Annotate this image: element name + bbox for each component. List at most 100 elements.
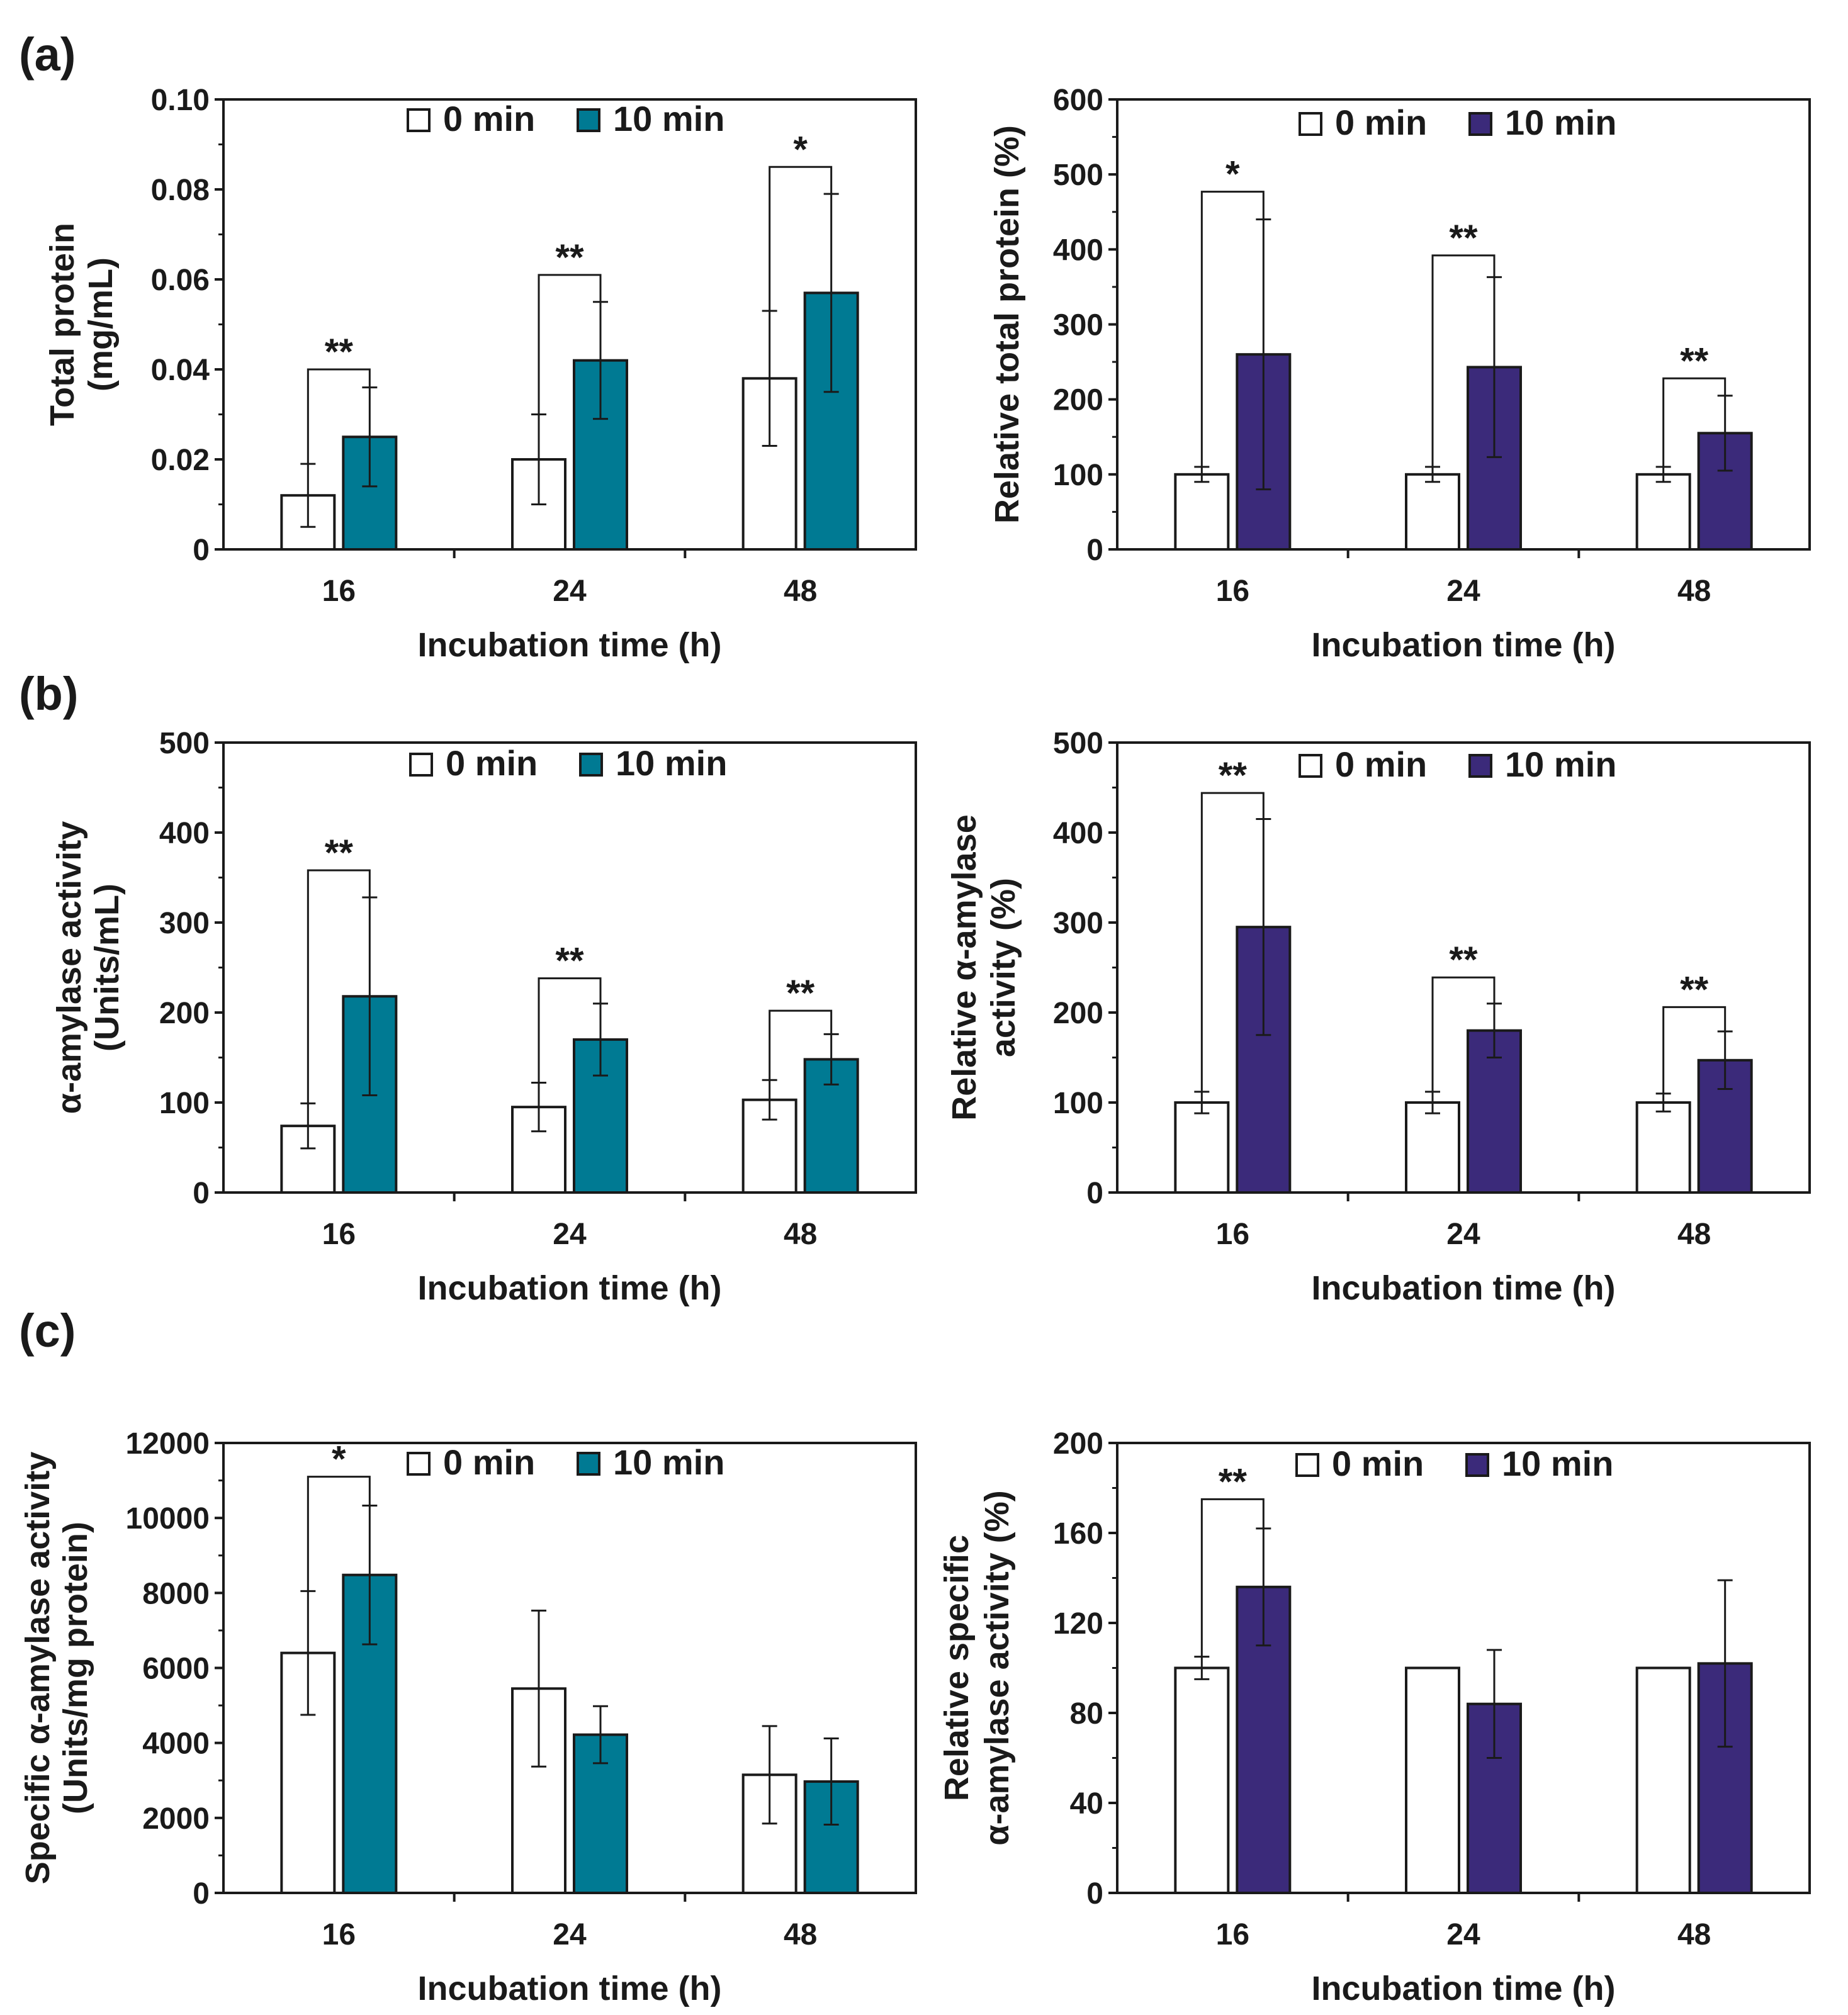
- panel2-bar-0min-48: [1635, 473, 1691, 551]
- panel2-bar-0min-24: [1405, 473, 1460, 551]
- panel5-y-axis-label: Specific α-amylase activity: [19, 1452, 57, 1885]
- panel2-x-tick-label: 16: [1216, 575, 1249, 608]
- panel5-panel-label: (c): [19, 1305, 76, 1357]
- panel5-legend-swatch-0min: [407, 1452, 431, 1476]
- panel2-x-tick-label: 24: [1446, 575, 1480, 608]
- panel3-y-tick-label: 100: [159, 1087, 210, 1120]
- panel6-legend-swatch-10min: [1465, 1453, 1489, 1477]
- panel5-y-tick-label: 12000: [126, 1427, 210, 1461]
- panel6-legend-label-0min: 0 min: [1332, 1444, 1424, 1483]
- panel2-y-tick-label: 200: [1053, 384, 1103, 417]
- panel2-bar-0min-16: [1174, 473, 1230, 551]
- panel4-bar-0min-24: [1405, 1101, 1460, 1194]
- panel2-legend-swatch-10min: [1468, 112, 1492, 136]
- panel3-panel-label: (b): [19, 668, 79, 720]
- panel1-legend-label-0min: 0 min: [443, 99, 535, 138]
- panel6-legend-swatch-0min: [1295, 1453, 1319, 1477]
- panel6-x-tick-label: 24: [1446, 1918, 1480, 1951]
- panel3-legend-swatch-10min: [579, 753, 603, 777]
- panel3-legend-swatch-0min: [409, 753, 433, 777]
- panel3-y-axis-label: (Units/mL): [88, 884, 126, 1052]
- panel4-significance-bracket: [1662, 1006, 1727, 1094]
- panel4-y-tick-label: 200: [1053, 997, 1103, 1030]
- panel3-significance-bracket: [307, 869, 371, 1104]
- panel3-x-axis-label: Incubation time (h): [418, 1269, 722, 1307]
- panel2-significance-label: *: [1225, 154, 1240, 195]
- panel6-y-tick-label: 120: [1053, 1607, 1103, 1641]
- panel1-y-axis-label: Total protein: [43, 223, 81, 426]
- panel2-legend-label-0min: 0 min: [1335, 103, 1427, 142]
- panel3-y-tick-label: 0: [193, 1177, 210, 1210]
- panel5-y-tick-label: 10000: [126, 1502, 210, 1535]
- panel2-legend-label-10min: 10 min: [1505, 103, 1616, 142]
- panel4-legend-swatch-10min: [1468, 754, 1492, 778]
- panel4-bar-0min-48: [1635, 1101, 1691, 1194]
- panel6-y-axis-label: Relative specific: [938, 1535, 976, 1801]
- panel3-legend-label-0min: 0 min: [446, 743, 538, 783]
- panel3-x-tick-label: 24: [553, 1218, 587, 1251]
- panel1-y-tick-label: 0.02: [151, 444, 210, 477]
- panel3-x-tick-label: 48: [784, 1218, 817, 1251]
- panel3-x-tick-label: 16: [322, 1218, 356, 1251]
- panel2-significance-bracket: [1662, 377, 1727, 467]
- panel6-x-tick-label: 48: [1677, 1918, 1711, 1951]
- panel6-bar-0min-48: [1635, 1666, 1691, 1894]
- panel3-y-tick-label: 400: [159, 817, 210, 850]
- panel2-y-axis-label: Relative total protein (%): [988, 125, 1026, 524]
- panel3-significance-label: **: [325, 833, 354, 873]
- panel1-legend-swatch-10min: [577, 108, 600, 132]
- panel2-y-tick-label: 100: [1053, 459, 1103, 492]
- panel3-y-tick-label: 200: [159, 997, 210, 1030]
- panel6-y-axis-label: α-amylase activity (%): [978, 1490, 1016, 1845]
- panel4-y-tick-label: 300: [1053, 907, 1103, 940]
- panel1-y-axis-label: (mg/mL): [82, 257, 120, 391]
- panel5-y-tick-label: 8000: [142, 1577, 210, 1610]
- panel5-y-tick-label: 2000: [142, 1802, 210, 1836]
- panel1-legend-label-10min: 10 min: [613, 99, 724, 138]
- panel6-y-tick-label: 160: [1053, 1517, 1103, 1551]
- panel3-y-tick-label: 300: [159, 907, 210, 940]
- panel4-y-tick-label: 500: [1053, 727, 1103, 760]
- panel4-x-tick-label: 16: [1216, 1218, 1249, 1251]
- panel5-y-tick-label: 0: [193, 1877, 210, 1911]
- panel1-significance-label: **: [325, 332, 354, 373]
- panel4-y-tick-label: 400: [1053, 817, 1103, 850]
- panel2-significance-bracket: [1431, 254, 1496, 467]
- panel6-x-axis-label: Incubation time (h): [1312, 1970, 1616, 2007]
- panel5-legend-label-0min: 0 min: [443, 1442, 535, 1482]
- panel5-y-tick-label: 6000: [142, 1653, 210, 1686]
- panel5-legend-label-10min: 10 min: [613, 1442, 724, 1482]
- panel1-y-tick-label: 0: [193, 534, 210, 567]
- panel3-legend-label-10min: 10 min: [616, 743, 727, 783]
- panel6-bar-0min-24: [1405, 1666, 1460, 1894]
- panel1-significance-bracket: [769, 166, 833, 312]
- panel2-significance-label: **: [1680, 340, 1709, 381]
- panel3-significance-bracket: [538, 977, 602, 1083]
- panel2-y-tick-label: 500: [1053, 159, 1103, 192]
- panel4-legend-swatch-0min: [1299, 754, 1322, 778]
- panel3-significance-bracket: [769, 1009, 833, 1080]
- panel1-significance-bracket: [307, 368, 371, 464]
- panel6-significance-bracket: [1200, 1498, 1265, 1657]
- panel6-y-tick-label: 0: [1086, 1877, 1103, 1911]
- panel1-x-axis-label: Incubation time (h): [418, 626, 722, 664]
- panel6-y-tick-label: 40: [1070, 1787, 1103, 1821]
- panel3-bar-0min-16: [280, 1125, 336, 1194]
- panel4-x-axis-label: Incubation time (h): [1312, 1269, 1616, 1307]
- panel1-y-tick-label: 0.08: [151, 174, 210, 207]
- panel2-significance-label: **: [1449, 218, 1478, 259]
- panel4-y-tick-label: 100: [1053, 1087, 1103, 1120]
- panel5-x-tick-label: 16: [322, 1918, 356, 1951]
- panel4-significance-label: **: [1449, 940, 1478, 980]
- panel3-significance-label: **: [555, 941, 584, 982]
- panel2-x-tick-label: 48: [1677, 575, 1711, 608]
- panel6-y-tick-label: 200: [1053, 1427, 1103, 1461]
- panel1-panel-label: (a): [19, 28, 76, 81]
- panel2-y-tick-label: 600: [1053, 84, 1103, 117]
- panel4-legend-label-10min: 10 min: [1505, 744, 1616, 784]
- panel1-x-tick-label: 48: [784, 575, 817, 608]
- panel6-x-tick-label: 16: [1216, 1918, 1249, 1951]
- panel4-x-tick-label: 24: [1446, 1218, 1480, 1251]
- panel3-y-tick-label: 500: [159, 727, 210, 760]
- panel5-x-tick-label: 24: [553, 1918, 587, 1951]
